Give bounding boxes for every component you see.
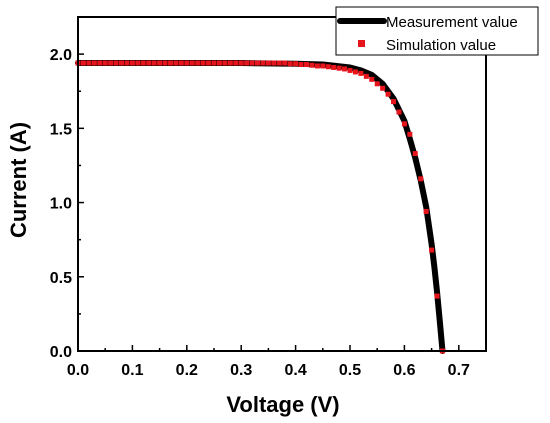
- x-tick-label: 0.2: [176, 362, 198, 379]
- legend-simulation-swatch: [358, 40, 365, 47]
- simulation-point: [429, 247, 435, 253]
- simulation-point: [184, 60, 190, 66]
- simulation-point: [265, 60, 271, 66]
- measurement-series-line: [75, 60, 446, 354]
- simulation-point: [369, 76, 375, 82]
- y-axis-ticks: 0.0 0.5 1.0 1.5 2.0: [50, 16, 84, 361]
- simulation-point: [157, 60, 163, 66]
- y-tick-label: 0.5: [50, 270, 72, 287]
- simulation-point: [347, 67, 353, 73]
- simulation-point: [108, 60, 114, 66]
- simulation-point: [86, 60, 92, 66]
- x-tick-label: 0.6: [393, 362, 415, 379]
- simulation-point: [151, 60, 157, 66]
- simulation-point: [162, 60, 168, 66]
- simulation-point: [135, 60, 141, 66]
- simulation-point: [113, 60, 119, 66]
- legend-box: [335, 6, 539, 56]
- simulation-point: [189, 60, 195, 66]
- simulation-point: [282, 60, 288, 66]
- plot-frame: [77, 16, 487, 352]
- simulation-point: [391, 99, 397, 105]
- simulation-point: [80, 60, 86, 66]
- x-tick-label: 0.3: [230, 362, 252, 379]
- x-axis-ticks: 0.0 0.1 0.2 0.3 0.4 0.5 0.6 0.7: [67, 345, 470, 379]
- y-tick-label: 1.0: [50, 196, 72, 213]
- simulation-point: [222, 60, 228, 66]
- simulation-point: [206, 60, 212, 66]
- simulation-point: [173, 60, 179, 66]
- simulation-point: [91, 60, 97, 66]
- simulation-point: [418, 176, 424, 182]
- x-axis-title: Voltage (V): [226, 392, 339, 417]
- simulation-point: [129, 60, 135, 66]
- simulation-point: [363, 73, 369, 79]
- simulation-point: [244, 60, 250, 66]
- simulation-point: [146, 60, 152, 66]
- series-layer: [75, 60, 446, 354]
- simulation-point: [178, 60, 184, 66]
- y-tick-label: 0.0: [50, 344, 72, 361]
- simulation-point: [358, 70, 364, 76]
- simulation-point: [336, 65, 342, 71]
- x-tick-label: 0.4: [284, 362, 306, 379]
- simulation-point: [407, 131, 413, 137]
- simulation-point: [314, 63, 320, 69]
- simulation-point: [298, 62, 304, 68]
- simulation-point: [287, 61, 293, 67]
- simulation-point: [309, 62, 315, 68]
- simulation-point: [331, 64, 337, 70]
- simulation-point: [102, 60, 108, 66]
- simulation-point: [238, 60, 244, 66]
- simulation-point: [227, 60, 233, 66]
- simulation-point: [380, 85, 386, 91]
- simulation-point: [412, 151, 418, 157]
- y-tick-label: 1.5: [50, 121, 72, 138]
- simulation-point: [195, 60, 201, 66]
- simulation-point: [200, 60, 206, 66]
- simulation-point: [260, 60, 266, 66]
- simulation-point: [434, 293, 440, 299]
- x-tick-label: 0.5: [339, 362, 361, 379]
- legend: Measurement value Simulation value: [335, 6, 539, 56]
- y-tick-label: 2.0: [50, 47, 72, 64]
- simulation-point: [216, 60, 222, 66]
- simulation-point: [303, 62, 309, 68]
- simulation-point: [211, 60, 217, 66]
- simulation-point: [352, 69, 358, 75]
- simulation-point: [342, 66, 348, 72]
- simulation-point: [97, 60, 103, 66]
- simulation-point: [249, 60, 255, 66]
- simulation-point: [276, 60, 282, 66]
- simulation-point: [119, 60, 125, 66]
- simulation-point: [124, 60, 130, 66]
- legend-measurement-label: Measurement value: [386, 14, 518, 31]
- x-tick-label: 0.0: [67, 362, 89, 379]
- simulation-point: [401, 121, 407, 127]
- simulation-point: [255, 60, 261, 66]
- simulation-point: [271, 60, 277, 66]
- legend-simulation-label: Simulation value: [386, 37, 496, 54]
- x-tick-label: 0.7: [448, 362, 470, 379]
- simulation-point: [140, 60, 146, 66]
- y-axis-title: Current (A): [6, 122, 31, 238]
- simulation-point: [374, 81, 380, 87]
- simulation-point: [396, 109, 402, 115]
- simulation-point: [233, 60, 239, 66]
- simulation-point: [167, 60, 173, 66]
- simulation-point: [293, 61, 299, 67]
- x-tick-label: 0.1: [121, 362, 143, 379]
- simulation-point: [423, 208, 429, 214]
- simulation-point: [385, 91, 391, 97]
- simulation-point: [320, 63, 326, 69]
- simulation-point: [325, 64, 331, 70]
